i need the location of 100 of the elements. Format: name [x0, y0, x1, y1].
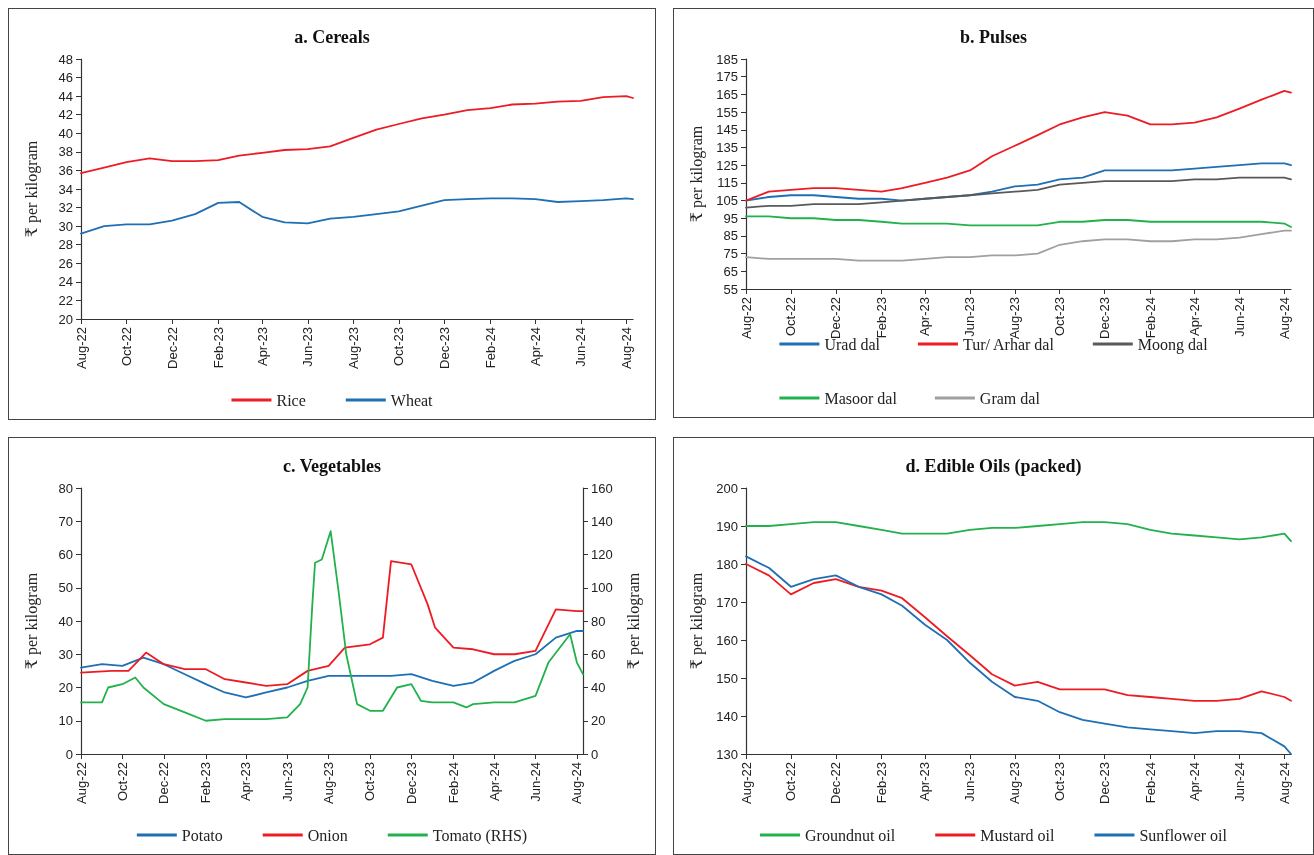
x-tick-label: Feb-23: [874, 297, 890, 339]
x-tick-label: Dec-22: [164, 327, 180, 369]
y2-tick-label: 120: [591, 547, 613, 562]
x-tick-label: Dec-23: [1097, 762, 1113, 804]
y2-tick-label: 80: [591, 613, 606, 629]
y-tick-label: 22: [58, 292, 73, 308]
x-tick-label: Aug-23: [1007, 297, 1023, 339]
legend-label: Rice: [276, 391, 306, 409]
y-tick-label: 0: [65, 746, 73, 762]
y2-tick-label: 20: [591, 713, 606, 729]
y-tick-label: 135: [716, 139, 738, 155]
y-tick-label: 26: [58, 255, 73, 271]
y-tick-label: 200: [716, 480, 738, 496]
y-tick-label: 32: [58, 200, 73, 216]
y-tick-label: 175: [716, 69, 738, 85]
y-tick-label: 30: [58, 218, 73, 234]
x-tick-label: Apr-23: [238, 762, 254, 802]
x-tick-label: Feb-23: [210, 327, 226, 369]
x-tick-label: Dec-22: [828, 762, 844, 804]
line-series: [80, 95, 634, 175]
y-tick-label: 40: [58, 125, 73, 141]
x-tick-label: Jun-23: [279, 762, 295, 802]
chart-title: c. Vegetables: [283, 456, 381, 476]
y-tick-label: 75: [723, 246, 738, 262]
x-tick-label: Apr-23: [254, 327, 270, 367]
x-tick-label: Aug-23: [321, 762, 337, 804]
x-tick-label: Oct-22: [783, 297, 799, 337]
y-tick-label: 180: [716, 556, 738, 572]
line-series: [745, 521, 1292, 543]
y-tick-label: 30: [58, 646, 73, 662]
y2-tick-label: 160: [591, 480, 613, 496]
x-tick-label: Feb-24: [445, 762, 461, 804]
legend-label: Mustard oil: [980, 826, 1055, 844]
y-tick-label: 36: [58, 162, 73, 178]
x-tick-label: Apr-23: [917, 762, 933, 802]
x-tick-label: Jun-24: [1231, 762, 1247, 802]
y-tick-label: 105: [716, 193, 738, 209]
y2-tick-label: 0: [591, 746, 599, 762]
y-tick-label: 60: [58, 547, 73, 562]
y2-tick-label: 60: [591, 646, 606, 662]
x-tick-label: Oct-23: [391, 327, 407, 367]
y-tick-label: 160: [716, 632, 738, 648]
x-tick-label: Aug-23: [1007, 762, 1023, 804]
y-tick-label: 130: [716, 746, 738, 762]
y-tick-label: 10: [58, 713, 73, 729]
y-tick-label: 165: [716, 86, 738, 102]
y-axis-title: ₹ per kilogram: [22, 572, 41, 670]
y-tick-label: 65: [723, 263, 738, 279]
line-series: [745, 563, 1292, 702]
y-tick-label: 140: [716, 708, 738, 724]
y2-tick-label: 40: [591, 680, 606, 695]
legend-label: Sunflower oil: [1139, 826, 1228, 844]
x-tick-label: Oct-23: [362, 762, 378, 802]
y-tick-label: 55: [723, 281, 738, 297]
legend-label: Tomato (RHS): [432, 826, 528, 845]
y-tick-label: 150: [716, 670, 738, 686]
x-tick-label: Dec-22: [156, 762, 172, 804]
legend-label: Onion: [307, 826, 348, 844]
x-tick-label: Aug-22: [73, 762, 89, 804]
line-series: [745, 176, 1292, 209]
legend-label: Groundnut oil: [805, 826, 896, 844]
x-tick-label: Jun-23: [300, 327, 316, 367]
y-tick-label: 155: [716, 104, 738, 120]
x-tick-label: Feb-23: [198, 762, 214, 804]
x-tick-label: Aug-22: [73, 327, 89, 369]
x-tick-label: Apr-24: [1187, 762, 1203, 802]
y-tick-label: 42: [58, 107, 73, 123]
y-axis-title: ₹ per kilogram: [687, 125, 706, 223]
line-series: [80, 560, 584, 687]
y-tick-label: 40: [58, 613, 73, 629]
chart-title: b. Pulses: [959, 27, 1028, 47]
y-tick-label: 50: [58, 580, 73, 596]
line-series: [80, 630, 584, 699]
x-tick-label: Aug-24: [618, 327, 634, 369]
y-tick-label: 20: [58, 311, 73, 327]
chart-title: d. Edible Oils (packed): [905, 456, 1082, 477]
x-tick-label: Dec-23: [403, 762, 419, 804]
x-tick-label: Aug-22: [738, 762, 754, 804]
legend-label: Masoor dal: [824, 389, 898, 407]
y-tick-label: 170: [716, 594, 738, 610]
x-tick-label: Feb-24: [1142, 762, 1158, 804]
line-series: [745, 229, 1292, 262]
x-tick-label: Oct-23: [1052, 762, 1068, 802]
x-tick-label: Aug-24: [1276, 297, 1292, 339]
y2-axis-title: ₹ per kilogram: [624, 572, 643, 670]
x-tick-label: Feb-23: [874, 762, 890, 804]
x-tick-label: Apr-24: [1187, 297, 1203, 337]
x-tick-label: Apr-23: [917, 297, 933, 337]
y-tick-label: 85: [723, 228, 738, 244]
x-tick-label: Aug-23: [345, 327, 361, 369]
x-tick-label: Oct-22: [783, 762, 799, 802]
y2-tick-label: 100: [591, 580, 613, 596]
chart-title: a. Cereals: [294, 27, 370, 47]
x-tick-label: Oct-22: [119, 327, 134, 367]
x-tick-label: Jun-24: [573, 327, 589, 367]
y-tick-label: 115: [717, 175, 738, 191]
y-tick-label: 145: [716, 122, 738, 138]
y-tick-label: 95: [723, 210, 738, 226]
line-series: [80, 530, 584, 722]
y-tick-label: 70: [58, 513, 73, 529]
